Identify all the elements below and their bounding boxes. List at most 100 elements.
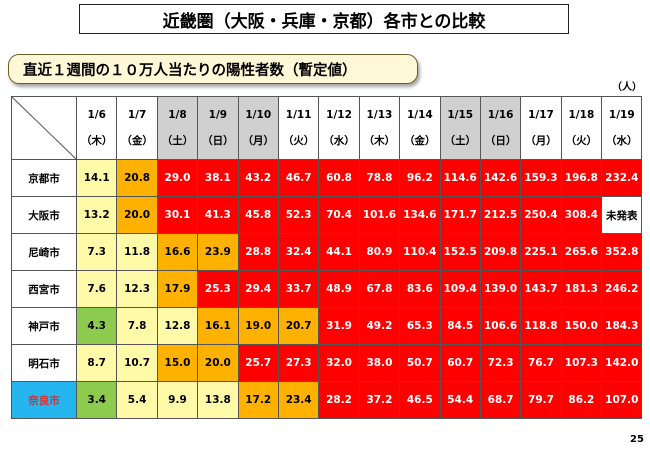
value-cell: 246.2 [601,270,643,308]
value-cell: 79.7 [520,381,562,419]
value-cell: 68.7 [479,381,522,419]
value-cell: 25.7 [237,344,279,382]
weekday-label: （水） [323,134,355,147]
weekday-label: （月） [525,134,557,147]
value-cell: 72.3 [479,344,522,382]
value-cell: 32.4 [277,233,320,271]
date-header-cell: 1/17 （月） [520,96,562,160]
value-cell: 181.3 [560,270,603,308]
date-header-cell: 1/12 （水） [318,96,360,160]
value-cell: 54.4 [439,381,481,419]
value-cell: 49.2 [358,307,401,345]
value-cell: 67.8 [358,270,401,308]
value-cell: 37.2 [358,381,401,419]
table-row: 京都市 14.1 20.8 29.0 38.1 43.2 46.7 60.8 78.8 96.2 1… [11,159,643,197]
value-cell: 23.4 [277,381,320,419]
date-header-cell: 1/14 （金） [399,96,441,160]
date-header-cell: 1/10 （月） [237,96,279,160]
value-cell: 48.9 [318,270,360,308]
value-cell: 30.1 [156,196,199,234]
value-cell: 225.1 [520,233,562,271]
value-cell: 84.5 [439,307,481,345]
header-row: 1/6 （木） 1/7 （金） 1/8 （土） 1/9 （日） 1/10 （月） 1/11 （火） 1/… [11,96,643,160]
value-cell: 78.8 [358,159,401,197]
table-row: 奈良市 3.4 5.4 9.9 13.8 17.2 23.4 28.2 37.2 46.5 54.4… [11,381,643,419]
value-cell: 159.3 [520,159,562,197]
date-label: 1/16 [487,108,514,121]
date-label: 1/13 [366,108,393,121]
value-cell: 46.7 [277,159,320,197]
value-cell: 8.7 [75,344,118,382]
value-cell: 110.4 [399,233,441,271]
positive-cases-table: 1/6 （木） 1/7 （金） 1/8 （土） 1/9 （日） 1/10 （月） 1/11 （火） 1/… [11,96,643,419]
value-cell: 150.0 [560,307,603,345]
date-header-cell: 1/6 （木） [75,96,118,160]
value-cell: 139.0 [479,270,522,308]
weekday-label: （木） [80,134,113,147]
date-label: 1/8 [168,108,187,121]
value-cell: 25.3 [197,270,239,308]
value-cell: 4.3 [75,307,118,345]
value-cell: 96.2 [399,159,441,197]
value-cell: 83.6 [399,270,441,308]
value-cell: 76.7 [520,344,562,382]
value-cell: 250.4 [520,196,562,234]
value-cell: 41.3 [197,196,239,234]
table-row: 明石市 8.7 10.7 15.0 20.0 25.7 27.3 32.0 38.0 50.7 60… [11,344,643,382]
value-cell: 7.6 [75,270,118,308]
value-cell: 50.7 [399,344,441,382]
value-cell: 265.6 [560,233,603,271]
value-cell: 143.7 [520,270,562,308]
value-cell: 352.8 [601,233,643,271]
value-cell: 60.7 [439,344,481,382]
value-cell: 101.6 [358,196,401,234]
date-header-cell: 1/16 （日） [479,96,522,160]
diagonal-line [12,97,76,159]
date-header-cell: 1/11 （火） [277,96,320,160]
value-cell: 109.4 [439,270,481,308]
value-cell: 107.0 [601,381,643,419]
date-header-cell: 1/7 （金） [116,96,158,160]
value-cell: 38.1 [197,159,239,197]
value-cell: 184.3 [601,307,643,345]
value-cell: 12.3 [116,270,158,308]
weekday-label: （火） [282,134,315,147]
value-cell: 7.3 [75,233,118,271]
date-label: 1/12 [326,108,352,121]
value-cell: 20.0 [116,196,158,234]
table-row: 西宮市 7.6 12.3 17.9 25.3 29.4 33.7 48.9 67.8 83.6 10… [11,270,643,308]
weekday-label: （金） [121,134,153,147]
date-header-cell: 1/9 （日） [197,96,239,160]
date-label: 1/11 [285,108,312,121]
city-name-cell: 京都市 [11,159,77,197]
value-cell: 3.4 [75,381,118,419]
table-row: 神戸市 4.3 7.8 12.8 16.1 19.0 20.7 31.9 49.2 65.3 84.… [11,307,643,345]
value-cell: 107.3 [560,344,603,382]
value-cell: 16.6 [156,233,199,271]
city-name-cell: 神戸市 [11,307,77,345]
value-cell: 7.8 [116,307,158,345]
value-cell: 209.8 [479,233,522,271]
value-cell: 196.8 [560,159,603,197]
page-title: 近畿圏（大阪・兵庫・京都）各市との比較 [79,4,569,34]
value-cell: 11.8 [116,233,158,271]
value-cell: 28.2 [318,381,360,419]
value-cell: 33.7 [277,270,320,308]
page-number: 25 [630,434,644,445]
date-header-cell: 1/13 （木） [358,96,401,160]
value-cell: 9.9 [156,381,199,419]
weekday-label: （金） [404,134,436,147]
table-row: 大阪市 13.2 20.0 30.1 41.3 45.8 52.3 70.4 101.6 134.… [11,196,643,234]
value-cell: 232.4 [601,159,643,197]
value-cell: 171.7 [439,196,481,234]
value-cell: 10.7 [116,344,158,382]
value-cell: 152.5 [439,233,481,271]
weekday-label: （日） [202,134,234,147]
value-cell: 17.2 [237,381,279,419]
city-name-cell: 大阪市 [11,196,77,234]
value-cell: 14.1 [75,159,118,197]
value-cell: 13.8 [197,381,239,419]
weekday-label: （木） [363,134,396,147]
city-name-cell: 明石市 [11,344,77,382]
value-cell: 未発表 [601,196,643,234]
